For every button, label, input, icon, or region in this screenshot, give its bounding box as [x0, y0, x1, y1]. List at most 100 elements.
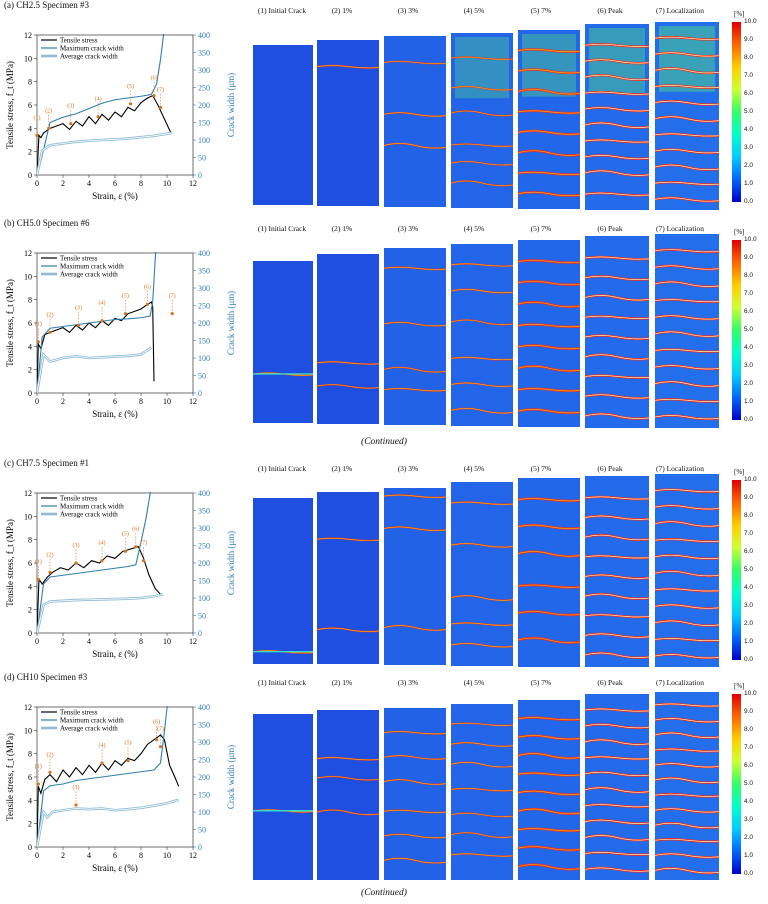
- dic-crack-gap: [655, 133, 719, 137]
- annotation-label: (2): [47, 551, 54, 558]
- dic-crack-gap: [585, 633, 649, 638]
- dic-strain-haze: [451, 482, 513, 666]
- dic-crack-core: [451, 86, 513, 91]
- dic-crack-gap: [585, 534, 649, 541]
- y2-tick-label: 250: [198, 542, 210, 551]
- dic-crack-core: [317, 65, 379, 69]
- y-tick-label: 2: [28, 366, 32, 375]
- dic-background: [253, 498, 313, 664]
- y2-tick-label: 100: [198, 594, 210, 603]
- colorbar-gradient: [732, 22, 741, 202]
- colorbar-tick-label: 6.0: [744, 90, 754, 97]
- panel-label: (d) CH10 Specimen #3: [4, 672, 88, 682]
- dic-crack-core: [384, 367, 446, 373]
- dic-crack-gap: [655, 853, 719, 858]
- stage-label: (2) 1%: [331, 6, 353, 15]
- x-tick-label: 8: [139, 397, 143, 406]
- dic-background: [317, 710, 379, 880]
- stage-label: (1) Initial Crack: [257, 224, 307, 233]
- dic-crack-gap: [585, 574, 649, 579]
- series-line-2-core: [37, 799, 179, 848]
- y-tick-label: 10: [24, 272, 32, 281]
- y2-tick-label: 300: [198, 284, 210, 293]
- dic-crack-core: [451, 788, 513, 792]
- dic-crack-core: [518, 551, 580, 557]
- x-tick-label: 6: [113, 851, 117, 860]
- y-tick-label: 2: [28, 148, 32, 157]
- colorbar-tick-label: 1.0: [744, 398, 754, 405]
- dic-crack-gap: [585, 59, 649, 64]
- dic-crack-core: [518, 260, 580, 263]
- dic-crack-gap: [655, 839, 719, 842]
- y-tick-label: 4: [28, 124, 32, 133]
- y2-axis-label: Crack width (μm): [226, 745, 236, 809]
- x-tick-label: 4: [87, 397, 91, 406]
- x-tick-label: 8: [139, 637, 143, 646]
- y2-tick-label: 200: [198, 101, 210, 110]
- dic-crack-gap: [655, 381, 719, 387]
- continued-note: (Continued): [361, 888, 407, 898]
- dic-crack-core: [384, 833, 446, 839]
- annotation-label: (3): [67, 103, 74, 110]
- dic-crack-core: [518, 150, 580, 156]
- legend-label: Maximum crack width: [60, 717, 124, 725]
- colorbar-tick-label: 1.0: [744, 180, 754, 187]
- dic-strain-image: [655, 474, 719, 667]
- dic-crack-gap: [655, 571, 719, 577]
- annotation-marker: [48, 770, 52, 774]
- annotation-label: (3): [75, 304, 82, 311]
- panel-b: (b) CH5.0 Specimen #6 0 2 4 6 8 10 12 0 2 4 6 8 10 12…: [0, 218, 768, 438]
- dic-crack-core: [518, 524, 580, 529]
- stage-label: (7) Localization: [655, 464, 705, 473]
- y2-tick-label: 400: [198, 31, 210, 40]
- colorbar-tick-label: 1.0: [744, 638, 754, 645]
- dic-strain-image: [384, 248, 446, 425]
- dic-crack-core: [451, 812, 513, 817]
- colorbar-tick-label: 10.0: [744, 236, 757, 243]
- annotation-label: (5): [122, 530, 129, 537]
- colorbar-tick-label: 6.0: [744, 548, 754, 555]
- annotation-label: (5): [122, 293, 129, 300]
- x-tick-label: 0: [35, 397, 39, 406]
- y-tick-label: 8: [28, 536, 32, 545]
- colorbar-tick-label: 10.0: [744, 18, 757, 25]
- colorbar-tick-label: 2.0: [744, 162, 754, 169]
- dic-strain-image: [317, 254, 379, 424]
- stage-label: (1) Initial Crack: [257, 464, 307, 473]
- dic-crack-gap: [585, 315, 649, 319]
- colorbar-tick-label: 6.0: [744, 308, 754, 315]
- dic-crack-gap: [585, 852, 649, 856]
- annotation-label: (7): [169, 293, 176, 300]
- annotation-marker: [129, 102, 133, 106]
- series-line-2: [37, 346, 153, 394]
- dic-strain-image: [317, 40, 379, 206]
- dic-crack-gap: [655, 718, 719, 723]
- x-tick-label: 12: [189, 851, 197, 860]
- colorbar-tick-label: 5.0: [744, 566, 754, 573]
- dic-strain-image: [518, 30, 580, 209]
- dic-crack-gap: [585, 614, 649, 618]
- dic-strain-image: [253, 498, 313, 664]
- legend-label: Tensile stress: [60, 495, 98, 503]
- stage-label: (6) Peak: [597, 678, 623, 687]
- dic-crack-gap: [655, 181, 719, 185]
- stage-label: (4) 5%: [463, 678, 485, 687]
- dic-crack-gap: [585, 44, 649, 47]
- x-tick-label: 10: [163, 851, 171, 860]
- colorbar-tick-label: 4.0: [744, 344, 754, 351]
- annotation-label: (5): [127, 83, 134, 90]
- dic-crack-gap: [585, 139, 649, 143]
- series-line-2: [37, 798, 180, 848]
- dic-crack-gap: [585, 867, 649, 872]
- annotation-label: (1): [34, 114, 41, 121]
- dic-crack-gap: [585, 170, 649, 176]
- colorbar-tick-label: 4.0: [744, 584, 754, 591]
- dic-crack-core: [518, 717, 580, 721]
- dic-crack-gap: [585, 835, 649, 841]
- y-tick-label: 10: [24, 512, 32, 521]
- y2-tick-label: 100: [198, 808, 210, 817]
- y2-tick-label: 0: [198, 389, 202, 398]
- plot-area: [37, 706, 180, 848]
- dic-crack-gap: [655, 164, 719, 170]
- dic-crack-core: [518, 735, 580, 740]
